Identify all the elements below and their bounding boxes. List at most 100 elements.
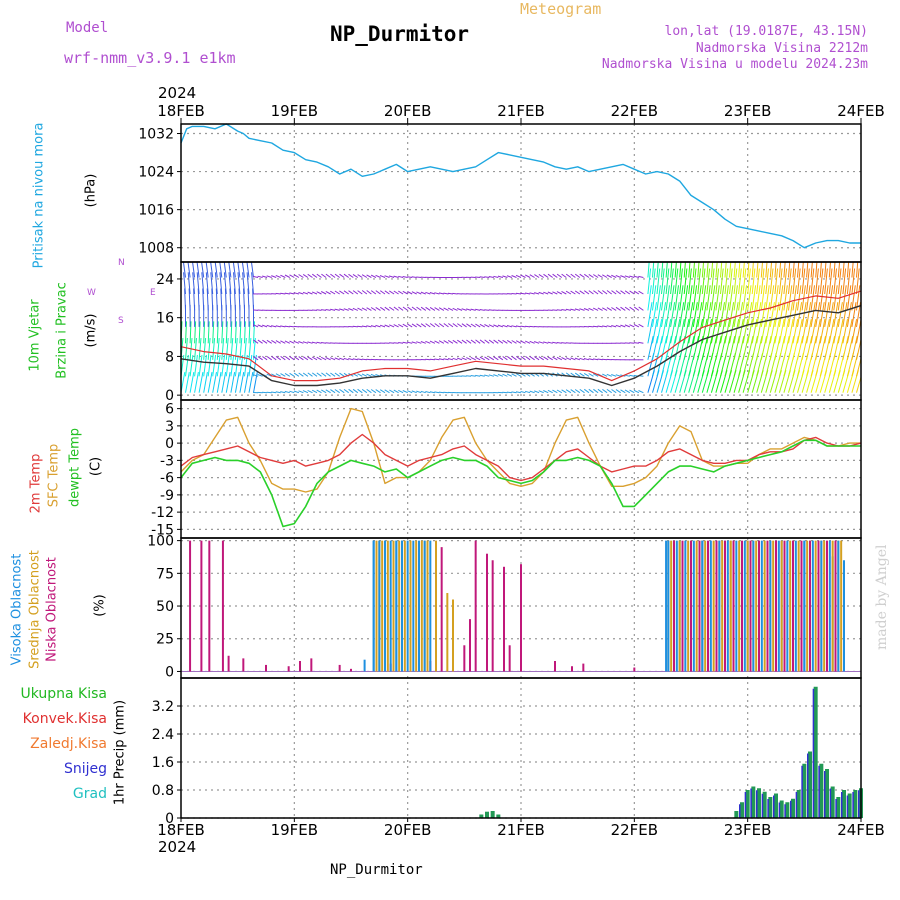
precip-bar: [808, 751, 812, 818]
precip-bar: [774, 793, 778, 818]
x-tick-label-bottom: 20FEB: [384, 821, 431, 839]
precip-bar: [819, 763, 824, 818]
compass-n: N: [118, 258, 125, 268]
y-tick-label: 100: [147, 534, 174, 550]
snow-bar: [812, 688, 815, 818]
y-tick-label: -3: [160, 453, 174, 469]
meteogram-label: Meteogram: [520, 0, 602, 18]
precip-bar: [802, 763, 807, 818]
snow-bar: [744, 792, 747, 818]
y-tick-label: -15: [151, 522, 174, 538]
series-line-sfc-temp: [180, 407, 861, 493]
precip-bar: [791, 798, 795, 818]
precip-bar: [830, 786, 835, 818]
compass-s: S: [118, 316, 124, 326]
precip-bar: [796, 790, 801, 818]
y-tick-label: 3.2: [152, 699, 174, 715]
precip-bar: [779, 800, 784, 818]
x-tick-label-top: 18FEB: [157, 102, 204, 120]
precip-bar: [734, 811, 739, 818]
precip-bar: [740, 802, 744, 818]
precip-bar: [757, 788, 761, 818]
x-tick-label-top: 22FEB: [611, 102, 658, 120]
x-tick-label-bottom: 24FEB: [837, 821, 884, 839]
precip-bar: [853, 790, 858, 818]
snow-bar: [767, 799, 769, 818]
y-tick-label: 8: [165, 349, 174, 365]
y-tick-label: 50: [156, 599, 174, 615]
y-tick-label: 0.8: [152, 783, 174, 799]
precip-bar: [847, 793, 852, 818]
snow-bar: [846, 795, 849, 818]
snow-bar: [858, 790, 860, 818]
y-tick-label: 0: [165, 388, 174, 404]
y-tick-label: 1024: [138, 165, 174, 181]
snow-bar: [841, 792, 843, 818]
snow-bar: [739, 804, 741, 818]
x-tick-label-top: 24FEB: [837, 102, 884, 120]
x-tick-label-top: 23FEB: [724, 102, 771, 120]
series-line-dewpt-temp: [180, 439, 861, 528]
year-bottom-label: 2024: [158, 838, 197, 856]
precip-bar: [813, 686, 818, 818]
tick-layer: 18FEB 18FEB 19FEB 19FEB 20FEB 20FEB 21FEB 21FEB…: [138, 102, 884, 839]
snow-bar: [824, 771, 826, 818]
y-tick-label: 0: [165, 436, 174, 452]
precip-bar: [762, 791, 767, 818]
y-tick-label: -6: [160, 471, 174, 487]
wind-barbs: [181, 262, 861, 394]
y-tick-label: 6: [165, 402, 174, 418]
snow-bar: [790, 800, 792, 818]
wind-panel: [180, 262, 862, 394]
x-tick-label-bottom: 18FEB: [157, 821, 204, 839]
legend-freezing: Zaledj.Kisa: [30, 736, 107, 752]
model-altitude-label: Nadmorska Visina u modelu 2024.23m: [601, 57, 868, 72]
snow-bar: [795, 792, 798, 818]
grid-layer: [181, 124, 861, 819]
snow-bar: [773, 795, 775, 818]
series-line-pritisak-na-nivou-mora: [180, 123, 861, 249]
snow-bar: [778, 802, 781, 818]
model-name: wrf-nmm_v3.9.1 e1km: [64, 49, 236, 67]
x-tick-label-bottom: 22FEB: [611, 821, 658, 839]
snow-bar: [807, 753, 809, 818]
snow-bar: [784, 804, 786, 818]
precip-bar: [768, 797, 773, 818]
x-tick-label-bottom: 19FEB: [271, 821, 318, 839]
snow-bar: [852, 792, 854, 818]
y-tick-label: 1016: [138, 203, 174, 219]
y-tick-label: 75: [156, 566, 174, 582]
snow-bar: [835, 799, 837, 818]
y-tick-label: 1032: [138, 127, 174, 143]
x-tick-label-top: 21FEB: [497, 102, 544, 120]
precip-bar: [751, 786, 756, 818]
snow-bar: [750, 788, 752, 818]
y-tick-label: 1008: [138, 241, 174, 257]
altitude-label: Nadmorska Visina 2212m: [695, 41, 868, 56]
y-tick-label: 0: [165, 664, 174, 680]
year-top-label: 2024: [158, 84, 197, 102]
precip-bar: [490, 811, 495, 818]
precip-bar: [496, 814, 501, 818]
precip-bar: [785, 802, 790, 818]
y-tick-label: 24: [156, 272, 174, 288]
y-tick-label: 1.6: [152, 755, 174, 771]
legend-total-rain: Ukupna Kisa: [20, 686, 107, 702]
legend-convective: Konvek.Kisa: [22, 711, 107, 727]
x-tick-label-bottom: 23FEB: [724, 821, 771, 839]
x-tick-label-bottom: 21FEB: [497, 821, 544, 839]
y-tick-label: 0: [165, 811, 174, 827]
temperature-panel: [180, 407, 862, 528]
x-tick-label-top: 20FEB: [384, 102, 431, 120]
snow-bar: [801, 765, 803, 818]
legend-snow: Snijeg: [63, 761, 107, 777]
precipitation-panel: [479, 686, 863, 818]
station-title: NP_Durmitor: [330, 22, 470, 46]
series-line-udar: [180, 290, 862, 382]
lonlat-label: lon,lat (19.0187E, 43.15N): [664, 24, 869, 39]
precip-bar: [745, 790, 750, 818]
precip-bar: [825, 769, 829, 818]
compass-w: W: [87, 288, 96, 298]
y-tick-label: -12: [151, 505, 174, 521]
